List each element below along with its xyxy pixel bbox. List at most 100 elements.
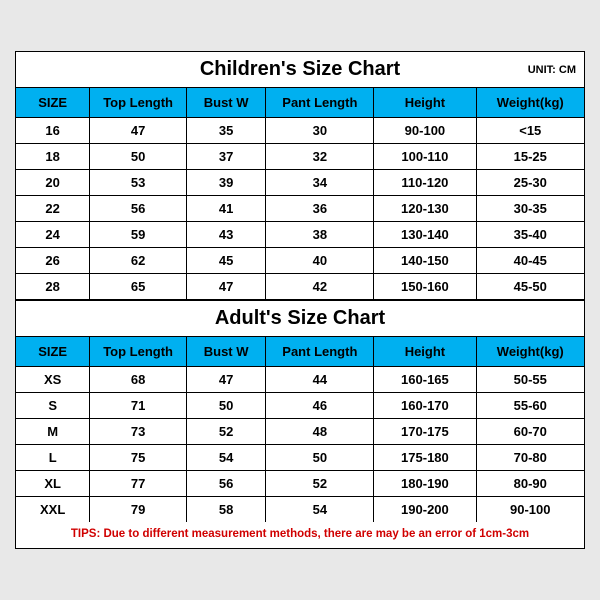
- table-cell: 190-200: [374, 497, 476, 523]
- table-row: 26624540140-15040-45: [16, 248, 584, 274]
- table-cell: 54: [266, 497, 374, 523]
- table-row: 22564136120-13030-35: [16, 196, 584, 222]
- column-header: SIZE: [16, 88, 90, 118]
- table-cell: XL: [16, 471, 90, 497]
- table-cell: 150-160: [374, 274, 476, 300]
- column-header: Weight(kg): [476, 337, 584, 367]
- table-cell: 32: [266, 144, 374, 170]
- table-cell: 43: [186, 222, 266, 248]
- table-cell: 90-100: [476, 497, 584, 523]
- table-cell: <15: [476, 118, 584, 144]
- table-cell: 38: [266, 222, 374, 248]
- table-cell: 28: [16, 274, 90, 300]
- table-cell: 30-35: [476, 196, 584, 222]
- table-cell: 80-90: [476, 471, 584, 497]
- table-cell: 50-55: [476, 367, 584, 393]
- table-cell: 24: [16, 222, 90, 248]
- unit-label: UNIT: CM: [528, 64, 576, 76]
- column-header: Top Length: [90, 337, 187, 367]
- table-cell: 56: [90, 196, 187, 222]
- table-cell: 65: [90, 274, 187, 300]
- children-size-table: SIZETop LengthBust WPant LengthHeightWei…: [16, 88, 584, 299]
- table-cell: 175-180: [374, 445, 476, 471]
- table-cell: 170-175: [374, 419, 476, 445]
- table-cell: 79: [90, 497, 187, 523]
- table-row: 1647353090-100<15: [16, 118, 584, 144]
- table-row: 28654742150-16045-50: [16, 274, 584, 300]
- table-cell: 16: [16, 118, 90, 144]
- table-cell: 53: [90, 170, 187, 196]
- table-cell: 37: [186, 144, 266, 170]
- table-cell: 140-150: [374, 248, 476, 274]
- table-cell: 160-170: [374, 393, 476, 419]
- table-cell: 30: [266, 118, 374, 144]
- table-cell: 58: [186, 497, 266, 523]
- table-cell: 120-130: [374, 196, 476, 222]
- table-cell: S: [16, 393, 90, 419]
- table-cell: 160-165: [374, 367, 476, 393]
- table-cell: 45-50: [476, 274, 584, 300]
- table-row: XL775652180-19080-90: [16, 471, 584, 497]
- table-cell: 25-30: [476, 170, 584, 196]
- adult-title-row: Adult's Size Chart: [16, 299, 584, 337]
- table-cell: 36: [266, 196, 374, 222]
- table-cell: 39: [186, 170, 266, 196]
- table-row: 24594338130-14035-40: [16, 222, 584, 248]
- table-cell: 41: [186, 196, 266, 222]
- column-header: Bust W: [186, 88, 266, 118]
- column-header: Pant Length: [266, 337, 374, 367]
- column-header: Height: [374, 337, 476, 367]
- table-cell: 50: [90, 144, 187, 170]
- table-row: XS684744160-16550-55: [16, 367, 584, 393]
- adult-size-table: SIZETop LengthBust WPant LengthHeightWei…: [16, 337, 584, 522]
- adult-chart-title: Adult's Size Chart: [215, 307, 385, 329]
- column-header: SIZE: [16, 337, 90, 367]
- table-cell: 47: [186, 274, 266, 300]
- table-row: L755450175-18070-80: [16, 445, 584, 471]
- table-cell: XXL: [16, 497, 90, 523]
- table-cell: 130-140: [374, 222, 476, 248]
- size-chart-sheet: Children's Size Chart UNIT: CM SIZETop L…: [15, 51, 585, 549]
- table-row: 18503732100-11015-25: [16, 144, 584, 170]
- adult-header-row: SIZETop LengthBust WPant LengthHeightWei…: [16, 337, 584, 367]
- table-cell: 22: [16, 196, 90, 222]
- table-cell: 62: [90, 248, 187, 274]
- table-row: M735248170-17560-70: [16, 419, 584, 445]
- table-cell: 20: [16, 170, 90, 196]
- table-cell: 54: [186, 445, 266, 471]
- tips-note: TIPS: Due to different measurement metho…: [16, 522, 584, 548]
- column-header: Weight(kg): [476, 88, 584, 118]
- table-cell: 110-120: [374, 170, 476, 196]
- table-cell: 75: [90, 445, 187, 471]
- table-cell: M: [16, 419, 90, 445]
- table-cell: 52: [186, 419, 266, 445]
- table-cell: 45: [186, 248, 266, 274]
- table-cell: 48: [266, 419, 374, 445]
- table-cell: 34: [266, 170, 374, 196]
- table-cell: 50: [186, 393, 266, 419]
- table-cell: 68: [90, 367, 187, 393]
- table-cell: 73: [90, 419, 187, 445]
- table-row: S715046160-17055-60: [16, 393, 584, 419]
- table-row: XXL795854190-20090-100: [16, 497, 584, 523]
- table-row: 20533934110-12025-30: [16, 170, 584, 196]
- table-cell: 42: [266, 274, 374, 300]
- table-cell: 35-40: [476, 222, 584, 248]
- table-cell: 71: [90, 393, 187, 419]
- column-header: Top Length: [90, 88, 187, 118]
- column-header: Bust W: [186, 337, 266, 367]
- table-cell: L: [16, 445, 90, 471]
- children-header-row: SIZETop LengthBust WPant LengthHeightWei…: [16, 88, 584, 118]
- table-cell: 18: [16, 144, 90, 170]
- column-header: Pant Length: [266, 88, 374, 118]
- table-cell: 52: [266, 471, 374, 497]
- children-tbody: 1647353090-100<1518503732100-11015-25205…: [16, 118, 584, 300]
- children-title-row: Children's Size Chart UNIT: CM: [16, 52, 584, 88]
- adult-tbody: XS684744160-16550-55S715046160-17055-60M…: [16, 367, 584, 523]
- table-cell: 90-100: [374, 118, 476, 144]
- table-cell: 26: [16, 248, 90, 274]
- table-cell: 70-80: [476, 445, 584, 471]
- table-cell: 46: [266, 393, 374, 419]
- table-cell: 40-45: [476, 248, 584, 274]
- table-cell: 47: [186, 367, 266, 393]
